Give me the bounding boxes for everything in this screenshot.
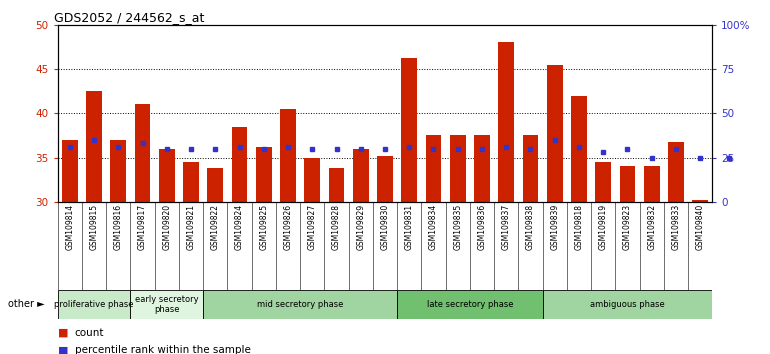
- Bar: [232, 126, 247, 202]
- Text: GSM109818: GSM109818: [574, 204, 584, 250]
- Text: GSM109824: GSM109824: [235, 204, 244, 250]
- Bar: [62, 140, 78, 202]
- Text: ■: ■: [58, 328, 69, 338]
- Bar: [280, 109, 296, 202]
- Text: early secretory
phase: early secretory phase: [135, 295, 199, 314]
- Bar: [401, 58, 417, 202]
- Text: GSM109835: GSM109835: [454, 204, 462, 250]
- Text: mid secretory phase: mid secretory phase: [257, 300, 343, 309]
- Bar: [110, 140, 126, 202]
- Bar: [86, 91, 102, 202]
- Text: GSM109830: GSM109830: [380, 204, 390, 250]
- Text: GSM109826: GSM109826: [283, 204, 293, 250]
- Text: GSM109832: GSM109832: [647, 204, 656, 250]
- Bar: [450, 135, 466, 202]
- Text: GSM109838: GSM109838: [526, 204, 535, 250]
- Bar: [397, 290, 543, 319]
- Bar: [159, 149, 175, 202]
- Text: GSM109815: GSM109815: [89, 204, 99, 250]
- Bar: [58, 290, 130, 319]
- Text: GSM109837: GSM109837: [502, 204, 511, 250]
- Text: GSM109828: GSM109828: [332, 204, 341, 250]
- Text: GSM109816: GSM109816: [114, 204, 123, 250]
- Text: ■: ■: [58, 346, 69, 354]
- Bar: [543, 290, 712, 319]
- Bar: [595, 162, 611, 202]
- Bar: [207, 168, 223, 202]
- Text: GSM109819: GSM109819: [598, 204, 608, 250]
- Text: count: count: [75, 328, 104, 338]
- Text: GSM109829: GSM109829: [357, 204, 365, 250]
- Text: GDS2052 / 244562_s_at: GDS2052 / 244562_s_at: [55, 11, 205, 24]
- Bar: [620, 166, 635, 202]
- Bar: [571, 96, 587, 202]
- Text: GSM109827: GSM109827: [308, 204, 316, 250]
- Text: GSM109822: GSM109822: [211, 204, 219, 250]
- Text: ambiguous phase: ambiguous phase: [590, 300, 665, 309]
- Bar: [668, 142, 684, 202]
- Bar: [203, 290, 397, 319]
- Text: GSM109840: GSM109840: [695, 204, 705, 250]
- Bar: [692, 200, 708, 202]
- Text: GSM109833: GSM109833: [671, 204, 681, 250]
- Text: late secretory phase: late secretory phase: [427, 300, 513, 309]
- Bar: [256, 147, 272, 202]
- Text: GSM109831: GSM109831: [405, 204, 413, 250]
- Text: GSM109817: GSM109817: [138, 204, 147, 250]
- Text: GSM109814: GSM109814: [65, 204, 75, 250]
- Bar: [130, 290, 203, 319]
- Bar: [304, 158, 320, 202]
- Text: percentile rank within the sample: percentile rank within the sample: [75, 346, 250, 354]
- Bar: [474, 135, 490, 202]
- Text: GSM109823: GSM109823: [623, 204, 632, 250]
- Text: GSM109821: GSM109821: [186, 204, 196, 250]
- Bar: [353, 149, 369, 202]
- Bar: [329, 168, 344, 202]
- Bar: [547, 64, 563, 202]
- Text: GSM109839: GSM109839: [551, 204, 559, 250]
- Text: other ►: other ►: [8, 299, 45, 309]
- Bar: [498, 42, 514, 202]
- Text: GSM109825: GSM109825: [259, 204, 268, 250]
- Text: GSM109820: GSM109820: [162, 204, 172, 250]
- Bar: [183, 162, 199, 202]
- Bar: [426, 135, 441, 202]
- Text: proliferative phase: proliferative phase: [55, 300, 134, 309]
- Bar: [377, 156, 393, 202]
- Text: GSM109836: GSM109836: [477, 204, 487, 250]
- Text: GSM109834: GSM109834: [429, 204, 438, 250]
- Bar: [523, 135, 538, 202]
- Bar: [644, 166, 660, 202]
- Bar: [135, 104, 150, 202]
